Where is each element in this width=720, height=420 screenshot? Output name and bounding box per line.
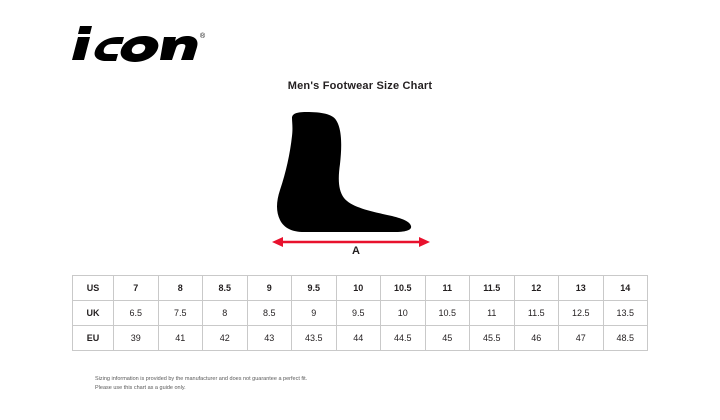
table-cell: 39 <box>113 325 159 351</box>
table-cell: 45.5 <box>469 325 515 351</box>
table-cell: 9.5 <box>291 275 337 301</box>
table-cell: 43 <box>246 325 292 351</box>
table-cell: 10 <box>335 275 381 301</box>
table-cell: 8.5 <box>246 300 292 326</box>
table-cell: 45 <box>424 325 470 351</box>
table-cell: 11.5 <box>469 275 515 301</box>
table-cell: 44.5 <box>380 325 426 351</box>
table-row-uk: UK 6.5 7.5 8 8.5 9 9.5 10 10.5 11 11.5 1… <box>72 300 648 326</box>
footnote-line-2: Please use this chart as a guide only. <box>95 385 186 391</box>
table-cell: 48.5 <box>602 325 648 351</box>
table-row-eu: EU 39 41 42 43 43.5 44 44.5 45 45.5 46 4… <box>72 325 648 351</box>
table-cell: 11 <box>469 300 515 326</box>
table-cell: 11.5 <box>513 300 559 326</box>
row-label-us: US <box>72 275 114 301</box>
foot-diagram <box>270 112 450 252</box>
row-label-uk: UK <box>72 300 114 326</box>
table-cell: 7 <box>113 275 159 301</box>
table-cell: 42 <box>202 325 248 351</box>
table-cell: 6.5 <box>113 300 159 326</box>
table-cell: 10.5 <box>424 300 470 326</box>
table-cell: 10.5 <box>380 275 426 301</box>
footnote: Sizing information is provided by the ma… <box>95 375 307 393</box>
row-label-eu: EU <box>72 325 114 351</box>
page-title: Men's Footwear Size Chart <box>287 80 433 92</box>
table-cell: 13.5 <box>602 300 648 326</box>
size-table: US 7 8 8.5 9 9.5 10 10.5 11 11.5 12 13 1… <box>72 275 648 351</box>
table-cell: 44 <box>335 325 381 351</box>
table-cell: 41 <box>157 325 203 351</box>
table-cell: 12.5 <box>558 300 604 326</box>
table-cell: 8.5 <box>202 275 248 301</box>
table-cell: 12 <box>513 275 559 301</box>
table-cell: 7.5 <box>157 300 203 326</box>
table-cell: 11 <box>424 275 470 301</box>
table-cell: 46 <box>513 325 559 351</box>
registered-mark: ® <box>200 32 206 40</box>
table-cell: 47 <box>558 325 604 351</box>
table-cell: 9.5 <box>335 300 381 326</box>
table-cell: 9 <box>291 300 337 326</box>
table-cell: 14 <box>602 275 648 301</box>
table-cell: 10 <box>380 300 426 326</box>
table-row-us: US 7 8 8.5 9 9.5 10 10.5 11 11.5 12 13 1… <box>72 275 648 301</box>
table-cell: 8 <box>157 275 203 301</box>
measurement-arrow <box>272 237 430 247</box>
foot-silhouette <box>277 112 412 232</box>
footnote-line-1: Sizing information is provided by the ma… <box>95 376 308 382</box>
table-cell: 9 <box>246 275 292 301</box>
measurement-label: A <box>352 245 360 257</box>
table-cell: 43.5 <box>291 325 337 351</box>
icon-brand-logo: ® <box>72 24 212 66</box>
table-cell: 13 <box>558 275 604 301</box>
table-cell: 8 <box>202 300 248 326</box>
